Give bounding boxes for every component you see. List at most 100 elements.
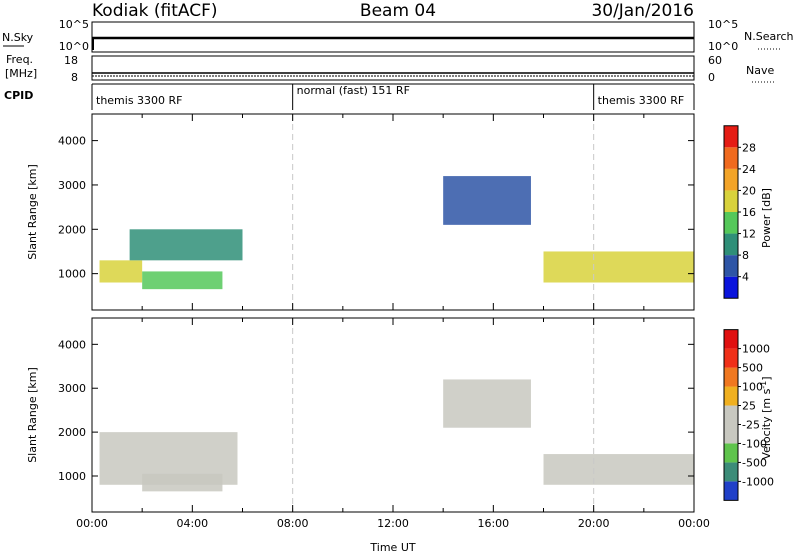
nave-tick-top: 60 bbox=[708, 54, 722, 67]
velocity-xtick-label-2: 04:00 bbox=[176, 517, 208, 530]
power-colorbar-swatch-8 bbox=[724, 125, 738, 148]
power-colorbar-swatch-7 bbox=[724, 147, 738, 169]
freq-unit: [MHz] bbox=[5, 67, 37, 80]
freq-tick-bottom: 8 bbox=[71, 71, 78, 84]
velocity-cbar-label-sup: -1 bbox=[759, 381, 768, 389]
power-colorbar-swatch-4 bbox=[724, 212, 738, 234]
power-ylabel: Slant Range [km] bbox=[26, 164, 39, 260]
velocity-colorbar-label-2: 500 bbox=[742, 362, 763, 375]
velocity-ytick-label-1: 1000 bbox=[58, 470, 86, 483]
nsky-tick-bottom: 10^0 bbox=[59, 40, 89, 53]
power-colorbar-label: Power [dB] bbox=[760, 188, 773, 248]
power-y-ticks: 1000 2000 3000 4000 bbox=[58, 135, 694, 281]
power-colorbar-label-7: 28 bbox=[742, 141, 756, 154]
nave-label: Nave bbox=[746, 64, 774, 77]
velocity-ytick-label-4: 4000 bbox=[58, 338, 86, 351]
power-panel: 1000 2000 3000 4000 Slant Range [km] 4 8 12 16… bbox=[26, 113, 773, 311]
nsky-label: N.Sky bbox=[2, 31, 34, 44]
velocity-colorbar-swatch-5 bbox=[724, 405, 738, 425]
power-colorbar-swatch-2 bbox=[724, 255, 738, 277]
velocity-colorbar-label: Velocity [m s-1] bbox=[759, 376, 773, 459]
velocity-panel: 1000 2000 3000 4000 00:00 04:00 08:00 12:00 16:… bbox=[26, 317, 774, 554]
freq-panel: Freq. [MHz] 18 8 60 0 Nave bbox=[5, 53, 776, 84]
power-colorbar-label-3: 12 bbox=[742, 228, 756, 241]
power-ytick-label-1: 1000 bbox=[58, 268, 86, 281]
velocity-colorbar-label-5: -25 bbox=[742, 418, 760, 431]
nsearch-tick-top: 10^5 bbox=[708, 18, 738, 31]
power-cell-4 bbox=[443, 176, 531, 225]
power-x-tick-marks bbox=[91, 114, 695, 310]
freq-label: Freq. bbox=[6, 53, 33, 66]
station-title: Kodiak (fitACF) bbox=[92, 1, 218, 21]
velocity-colorbar-label-3: 100 bbox=[742, 381, 763, 394]
velocity-x-ticks: 00:00 04:00 08:00 12:00 16:00 20:00 00:00 bbox=[76, 318, 710, 530]
velocity-cells bbox=[99, 379, 694, 492]
velocity-colorbar: 1000 500 100 25 -25 -100 -500 -1000 bbox=[723, 329, 774, 501]
velocity-colorbar-label-1: 1000 bbox=[742, 343, 770, 356]
velocity-xtick-label-3: 08:00 bbox=[277, 517, 309, 530]
velocity-ytick-label-2: 2000 bbox=[58, 426, 86, 439]
power-cell-5 bbox=[543, 251, 694, 283]
cpid-segment-3: themis 3300 RF bbox=[598, 94, 685, 107]
velocity-cbar-label-main: Velocity [m s bbox=[760, 388, 773, 459]
velocity-colorbar-swatch-3 bbox=[724, 443, 738, 463]
nsky-tick-top: 10^5 bbox=[59, 18, 89, 31]
power-cell-2 bbox=[129, 229, 243, 261]
velocity-xtick-label-7: 00:00 bbox=[678, 517, 710, 530]
velocity-cell-2 bbox=[142, 473, 223, 492]
nsearch-label: N.Search bbox=[744, 30, 794, 43]
velocity-cell-4 bbox=[543, 454, 694, 485]
velocity-xtick-label-6: 20:00 bbox=[578, 517, 610, 530]
velocity-colorbar-swatch-8 bbox=[724, 348, 738, 368]
velocity-guides bbox=[292, 318, 595, 512]
power-ytick-label-4: 4000 bbox=[58, 135, 86, 148]
velocity-ylabel: Slant Range [km] bbox=[26, 367, 39, 463]
power-cell-3 bbox=[142, 271, 223, 290]
velocity-xlabel: Time UT bbox=[369, 541, 415, 554]
nsearch-tick-bottom: 10^0 bbox=[708, 40, 738, 53]
cpid-label: CPID bbox=[4, 89, 33, 102]
power-colorbar: 4 8 12 16 20 24 28 bbox=[723, 125, 756, 299]
velocity-colorbar-swatch-7 bbox=[724, 367, 738, 387]
velocity-colorbar-swatch-9 bbox=[724, 329, 738, 349]
freq-frame bbox=[91, 55, 695, 81]
power-colorbar-label-5: 20 bbox=[742, 184, 756, 197]
cpid-segment-2: normal (fast) 151 RF bbox=[297, 84, 410, 97]
power-cells bbox=[99, 176, 694, 290]
power-colorbar-swatch-1 bbox=[724, 276, 738, 299]
velocity-ytick-label-3: 3000 bbox=[58, 382, 86, 395]
power-colorbar-label-2: 8 bbox=[742, 249, 749, 262]
velocity-colorbar-label-7: -500 bbox=[742, 456, 767, 469]
date-title: 30/Jan/2016 bbox=[591, 1, 694, 21]
velocity-xtick-label-5: 16:00 bbox=[477, 517, 509, 530]
velocity-colorbar-label-8: -1000 bbox=[742, 475, 774, 488]
velocity-colorbar-swatch-1 bbox=[724, 481, 738, 501]
beam-title: Beam 04 bbox=[360, 1, 436, 21]
power-cell-1 bbox=[99, 260, 143, 283]
velocity-colorbar-frame bbox=[723, 329, 739, 501]
nave-tick-bottom: 0 bbox=[708, 71, 715, 84]
velocity-y-ticks: 1000 2000 3000 4000 bbox=[58, 338, 694, 483]
power-colorbar-swatch-3 bbox=[724, 233, 738, 256]
velocity-cell-3 bbox=[443, 379, 531, 428]
freq-tick-top: 18 bbox=[64, 54, 78, 67]
velocity-xtick-label-1: 00:00 bbox=[76, 517, 108, 530]
velocity-colorbar-label-4: 25 bbox=[742, 400, 756, 413]
power-colorbar-swatch-5 bbox=[724, 190, 738, 212]
cpid-segment-1: themis 3300 RF bbox=[96, 94, 183, 107]
power-colorbar-label-6: 24 bbox=[742, 163, 756, 176]
velocity-colorbar-swatch-4 bbox=[724, 424, 738, 444]
power-colorbar-label-1: 4 bbox=[742, 271, 749, 284]
velocity-xtick-label-4: 12:00 bbox=[377, 517, 409, 530]
power-colorbar-label-4: 16 bbox=[742, 206, 756, 219]
power-ytick-label-2: 2000 bbox=[58, 223, 86, 236]
power-ytick-label-3: 3000 bbox=[58, 179, 86, 192]
velocity-colorbar-label-6: -100 bbox=[742, 437, 767, 450]
power-guides bbox=[292, 114, 595, 310]
power-colorbar-swatch-6 bbox=[724, 168, 738, 191]
velocity-cbar-label-close: ] bbox=[760, 376, 773, 380]
nsky-panel: N.Sky 10^5 10^0 10^5 10^0 N.Search bbox=[2, 18, 794, 53]
cpid-row: CPID themis 3300 RF normal (fast) 151 RF… bbox=[4, 83, 695, 110]
